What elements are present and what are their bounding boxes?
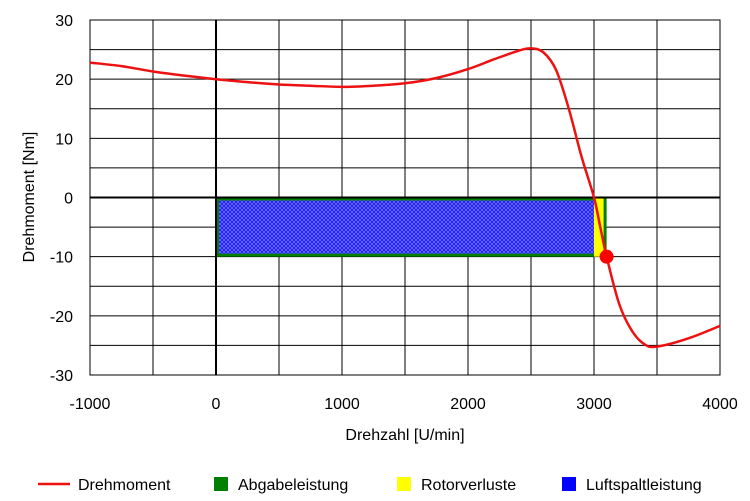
area-rotorverluste	[594, 197, 604, 257]
y-tick-label: 0	[64, 191, 73, 208]
y-tick-label: 10	[55, 131, 73, 148]
x-tick-label: 1000	[324, 396, 360, 413]
area-luftspaltleistung	[219, 200, 594, 254]
x-tick-label: -1000	[70, 396, 111, 413]
legend-swatch-luftspaltleistung	[562, 477, 576, 491]
y-axis-title: Drehmoment [Nm]	[21, 132, 38, 263]
legend-swatch-abgabeleistung	[214, 477, 228, 491]
legend-label-rotorverluste: Rotorverluste	[421, 477, 516, 494]
operating-point-marker	[599, 249, 614, 264]
y-tick-label: 30	[55, 13, 73, 30]
plot-border	[89, 19, 721, 376]
x-tick-label: 0	[212, 396, 221, 413]
legend-label-drehmoment: Drehmoment	[78, 477, 171, 494]
series-line-drehmoment	[89, 47, 721, 349]
x-tick-label: 3000	[576, 396, 612, 413]
x-tick-label: 4000	[702, 396, 738, 413]
x-tick-label: 2000	[450, 396, 486, 413]
y-tick-label: -30	[50, 368, 73, 385]
legend-label-luftspaltleistung: Luftspaltleistung	[586, 477, 702, 494]
legend-swatch-rotorverluste	[397, 477, 411, 491]
y-tick-label: -20	[50, 309, 73, 326]
y-tick-label: 20	[55, 72, 73, 89]
y-tick-label: -10	[50, 250, 73, 267]
legend-label-abgabeleistung: Abgabeleistung	[238, 477, 348, 494]
x-axis-title: Drehzahl [U/min]	[345, 427, 464, 444]
legend: Drehmoment Abgabeleistung Rotorverluste Luf…	[38, 477, 702, 494]
plot-area: -1000 0 1000 2000 3000 4000 -30 -20 -10 0 10 20 30 Dr…	[21, 13, 738, 444]
